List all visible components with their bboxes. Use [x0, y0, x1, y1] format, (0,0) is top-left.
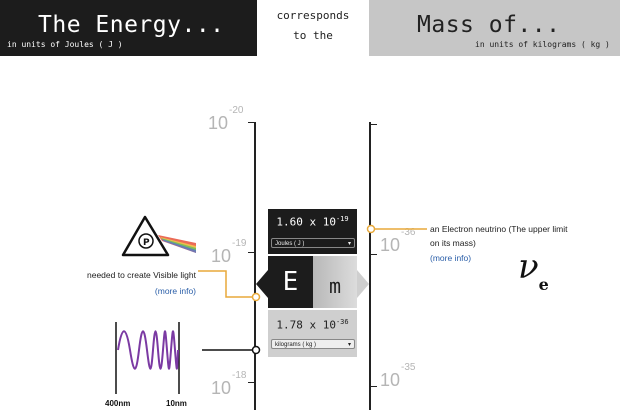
corresponds-header: corresponds to the	[257, 0, 369, 56]
mass-scale-axis[interactable]	[369, 122, 371, 410]
wavelength-end-label: 10nm	[166, 399, 187, 408]
mass-description-line1: an Electron neutrino (The upper limit	[430, 224, 568, 234]
prism-icon: P	[121, 215, 196, 257]
mass-pointer-arrow	[357, 270, 369, 298]
mass-description-line2: on its mass)	[430, 238, 476, 248]
wave-icon	[115, 322, 180, 394]
mass-unit-select[interactable]: kilograms ( kg ) ▾	[271, 339, 355, 349]
mass-header: Mass of... in units of kilograms ( kg )	[369, 0, 620, 56]
energy-scale-axis[interactable]	[254, 122, 256, 410]
energy-description: needed to create Visible light	[86, 270, 196, 280]
corresponds-line2: to the	[293, 29, 333, 42]
energy-scale-label: 10-19	[211, 238, 247, 266]
mass-scale-label: 10-36	[380, 227, 416, 255]
energy-tick	[248, 382, 256, 383]
mass-tick	[369, 386, 377, 387]
mass-tick	[369, 124, 377, 125]
energy-header: The Energy... in units of Joules ( J )	[0, 0, 257, 56]
corresponds-line1: corresponds	[276, 9, 350, 22]
mass-value[interactable]: 1.78 x 10-36	[276, 318, 349, 332]
mass-tick	[369, 254, 377, 255]
electron-neutrino-symbol: νe	[518, 247, 549, 294]
energy-pointer-arrow	[256, 270, 268, 298]
energy-tick	[248, 122, 256, 123]
energy-unit-select[interactable]: Joules ( J ) ▾	[271, 238, 355, 248]
energy-scale-label: 10-18	[211, 370, 247, 398]
mass-title: Mass of...	[417, 12, 561, 38]
mass-value-panel: 1.78 x 10-36	[268, 310, 357, 357]
wavelength-start-label: 400nm	[105, 399, 131, 408]
energy-title: The Energy...	[38, 12, 225, 38]
mass-more-info-link[interactable]: (more info)	[430, 253, 472, 263]
energy-more-info-link[interactable]: (more info)	[154, 286, 196, 296]
em-toggle[interactable]: E m	[268, 256, 357, 308]
energy-marker-line	[198, 270, 255, 298]
select-arrow-icon: ▾	[347, 241, 351, 247]
svg-text:P: P	[143, 238, 150, 248]
energy-scale-label: 10-20	[208, 105, 244, 133]
energy-symbol[interactable]: E	[268, 256, 313, 308]
energy-tick	[248, 252, 256, 253]
mass-scale-label: 10-35	[380, 362, 416, 390]
mass-symbol[interactable]: m	[313, 256, 357, 308]
energy-units: in units of Joules ( J )	[7, 40, 123, 49]
energy-value[interactable]: 1.60 x 10-19	[276, 215, 349, 229]
select-arrow-icon: ▾	[347, 342, 351, 348]
mass-units: in units of kilograms ( kg )	[475, 40, 610, 49]
